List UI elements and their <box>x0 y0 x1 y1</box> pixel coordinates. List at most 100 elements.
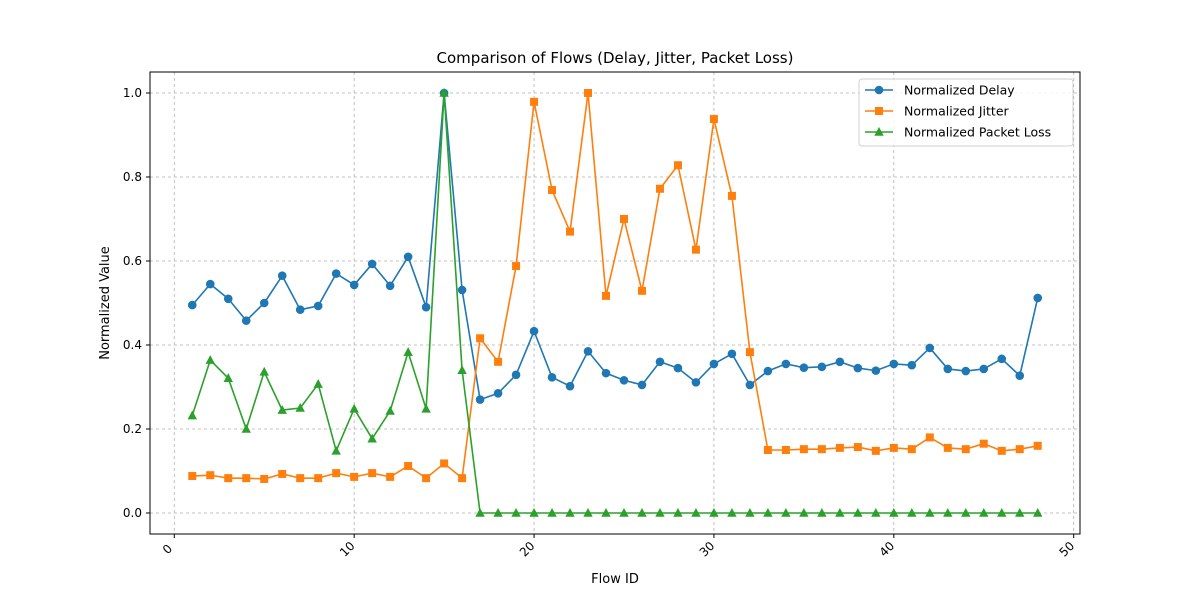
legend: Normalized Delay Normalized Jitter Normali… <box>858 78 1074 147</box>
data-point <box>223 294 233 304</box>
legend-entry: Normalized Packet Loss <box>865 125 1051 140</box>
data-point <box>530 97 539 106</box>
data-point <box>763 508 773 517</box>
data-point <box>241 316 251 325</box>
data-point <box>817 508 827 517</box>
chart-title: Comparison of Flows (Delay, Jitter, Pack… <box>437 49 794 67</box>
data-point <box>241 424 251 433</box>
data-point <box>853 508 863 517</box>
data-point <box>673 363 683 373</box>
data-point <box>655 184 664 193</box>
data-point <box>799 508 809 517</box>
data-point <box>907 445 916 454</box>
series-normalized-delay <box>187 88 1043 404</box>
data-point <box>943 508 953 517</box>
data-point <box>313 301 323 311</box>
series-layer <box>187 88 1043 517</box>
data-point <box>403 252 413 262</box>
data-point <box>997 446 1006 455</box>
data-point <box>277 405 287 414</box>
data-point <box>943 364 953 374</box>
y-tick-label: 1.0 <box>123 86 142 100</box>
data-point <box>331 445 341 455</box>
data-point <box>961 508 971 517</box>
data-point <box>961 445 970 454</box>
data-point <box>421 403 431 413</box>
data-point <box>781 446 790 454</box>
data-point <box>925 433 934 442</box>
y-tick-label: 0.6 <box>123 254 142 268</box>
data-point <box>187 410 197 420</box>
data-point <box>745 508 755 517</box>
data-point <box>817 362 827 372</box>
y-tick-label: 0.0 <box>123 506 142 520</box>
data-point <box>223 373 233 382</box>
data-point <box>619 215 628 223</box>
data-point <box>637 286 646 295</box>
data-point <box>187 300 197 310</box>
data-point <box>566 227 575 236</box>
data-point <box>871 508 881 517</box>
legend-marker <box>874 127 884 136</box>
data-point <box>475 395 485 404</box>
x-tick-label: 40 <box>877 539 898 560</box>
data-point <box>583 508 593 517</box>
data-point <box>889 508 899 517</box>
data-point <box>259 366 269 376</box>
y-tick-label: 0.2 <box>123 422 142 436</box>
data-point <box>1033 508 1043 517</box>
data-point <box>727 191 736 200</box>
data-point <box>763 446 772 454</box>
data-point <box>367 433 377 443</box>
data-point <box>547 373 557 382</box>
data-point <box>727 349 737 359</box>
data-point <box>494 357 503 366</box>
data-point <box>619 508 629 517</box>
series-line <box>191 92 1038 514</box>
data-point <box>439 88 449 97</box>
data-point <box>1015 508 1025 517</box>
data-point <box>565 508 575 517</box>
y-axis-label: Normalized Value <box>98 246 113 360</box>
data-point <box>295 305 305 315</box>
data-point <box>979 439 988 448</box>
data-point <box>1033 293 1043 303</box>
legend-marker <box>874 85 884 95</box>
data-point <box>835 508 845 517</box>
data-point <box>799 363 809 372</box>
data-point <box>475 508 485 517</box>
data-point <box>745 380 755 390</box>
data-point <box>871 366 881 375</box>
data-point <box>367 259 377 269</box>
data-point <box>547 508 557 517</box>
data-point <box>691 378 701 387</box>
data-point <box>511 370 521 380</box>
data-point <box>601 368 611 378</box>
series-normalized-jitter <box>188 89 1042 483</box>
legend-entry: Normalized Jitter <box>865 104 1010 119</box>
data-point <box>637 508 647 517</box>
data-point <box>349 403 359 413</box>
x-tick-label: 20 <box>517 539 538 560</box>
data-point <box>979 364 989 374</box>
data-point <box>889 359 899 369</box>
data-point <box>709 508 719 517</box>
data-point <box>745 348 754 357</box>
x-tick-label: 10 <box>337 539 358 560</box>
data-point <box>457 285 467 295</box>
data-point <box>277 271 287 281</box>
legend-label: Normalized Packet Loss <box>904 125 1051 140</box>
data-point <box>961 366 971 376</box>
series-normalized-packet-loss <box>187 88 1043 517</box>
data-point <box>242 474 251 483</box>
data-point <box>781 359 791 369</box>
series-line <box>192 92 1038 480</box>
data-point <box>943 443 952 452</box>
x-tick-label: 30 <box>697 539 718 560</box>
data-point <box>278 469 287 478</box>
data-point <box>835 443 844 452</box>
plot-area-frame <box>149 71 1081 535</box>
data-point <box>997 508 1007 517</box>
data-point <box>368 469 377 478</box>
